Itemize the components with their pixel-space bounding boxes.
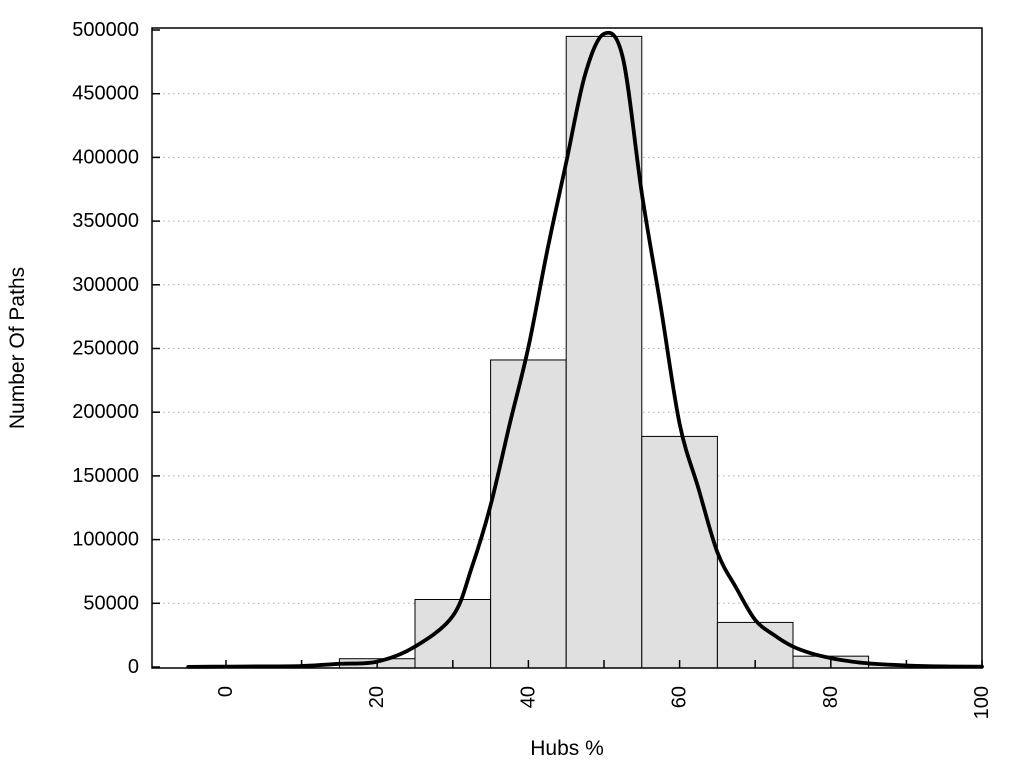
density-curve <box>186 30 984 669</box>
x-tick-label: 40 <box>517 686 539 708</box>
x-tick-label: 80 <box>820 686 842 708</box>
y-tick-label: 250000 <box>72 338 139 360</box>
y-tick-label: 100000 <box>72 529 139 551</box>
x-tick-label: 100 <box>971 686 993 719</box>
y-tick-label: 450000 <box>72 83 139 105</box>
histogram-bar <box>490 359 567 669</box>
histogram-bar <box>641 435 718 669</box>
y-tick-label: 300000 <box>72 274 139 296</box>
histogram-bars <box>338 35 945 669</box>
y-tick-label: 50000 <box>83 592 139 614</box>
histogram-bar <box>565 35 643 669</box>
x-tick-label: 0 <box>215 686 237 697</box>
y-tick-label: 0 <box>128 656 139 678</box>
x-axis-ticks <box>225 660 983 668</box>
y-axis-title: Number Of Paths <box>6 267 29 429</box>
y-tick-label: 150000 <box>72 465 139 487</box>
y-tick-label: 500000 <box>72 19 139 41</box>
y-axis-ticks <box>152 29 160 668</box>
y-gridlines <box>153 93 981 604</box>
histogram-bar <box>414 598 492 669</box>
y-tick-label: 200000 <box>72 401 139 423</box>
y-tick-label: 350000 <box>72 210 139 232</box>
y-tick-label: 400000 <box>72 146 139 168</box>
x-axis-title: Hubs % <box>530 737 604 760</box>
x-tick-label: 20 <box>366 686 388 708</box>
x-tick-label: 60 <box>669 686 691 708</box>
x-tick-labels: 0 20 40 60 80 100 <box>215 686 993 719</box>
y-tick-labels: 0 50000 100000 150000 200000 250000 300000 3500… <box>72 19 139 678</box>
density-curve-path <box>186 30 984 669</box>
